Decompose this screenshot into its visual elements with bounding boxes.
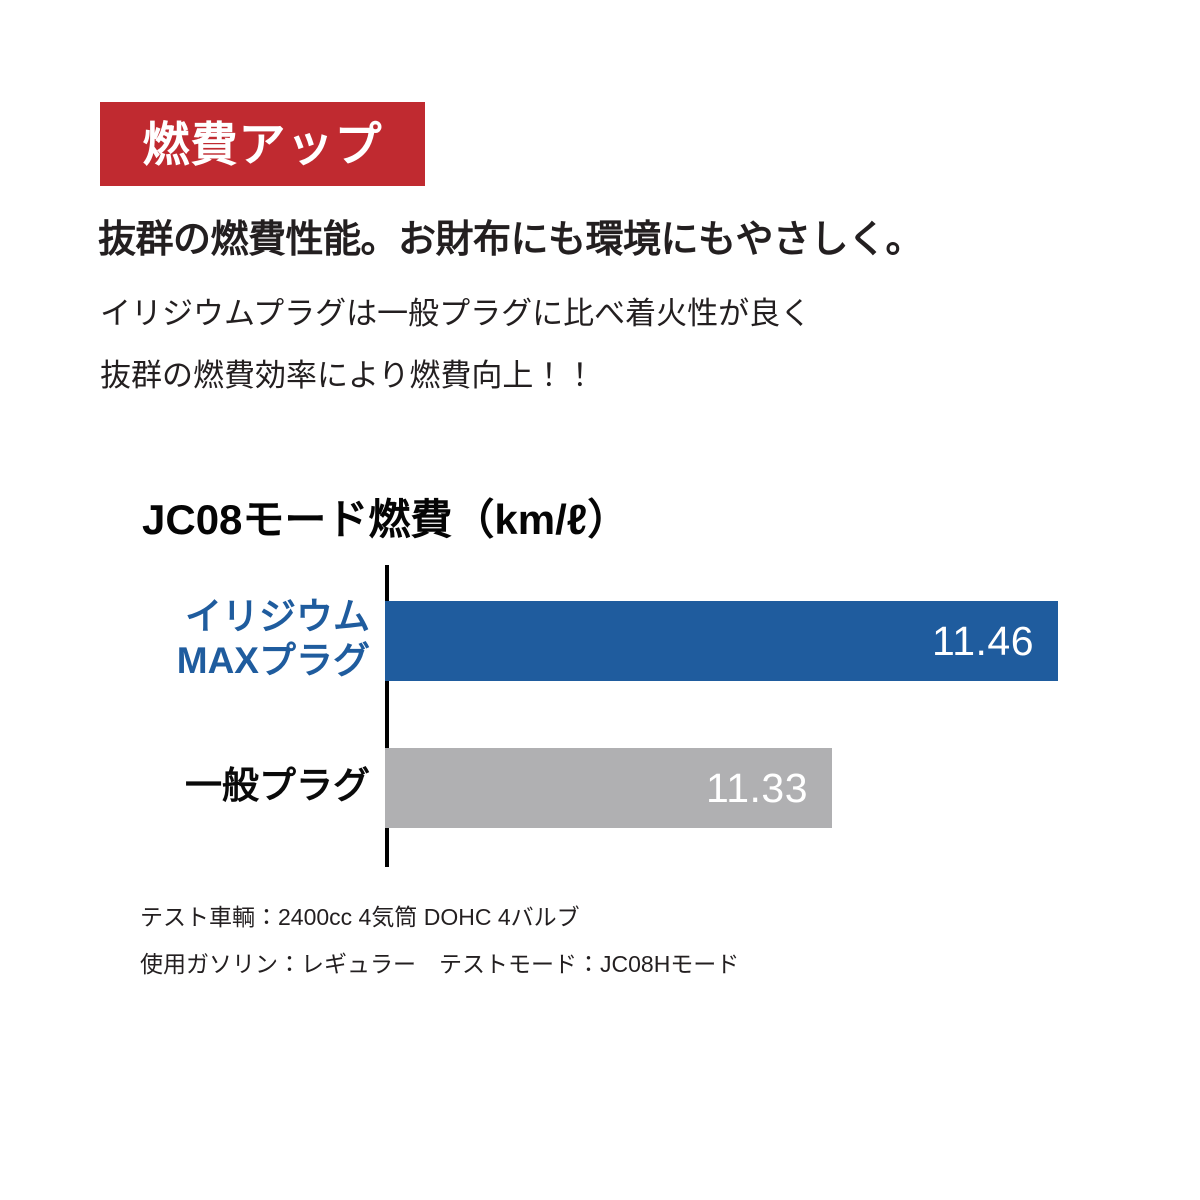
fuel-economy-banner: 燃費アップ — [100, 102, 425, 186]
chart-y-axis — [385, 565, 389, 867]
body-text-line-2: 抜群の燃費効率により燃費向上！！ — [100, 358, 596, 393]
chart-title: JC08モード燃費（km/ℓ） — [142, 496, 630, 543]
bar-category-label-normal-line1: 一般プラグ — [185, 765, 370, 806]
table-row: イリジウム MAXプラグ 11.46 — [120, 596, 1120, 681]
body-text-line-1: イリジウムプラグは一般プラグに比べ着火性が良く — [100, 296, 812, 331]
bar-category-label-iridium: イリジウム MAXプラグ — [120, 595, 370, 683]
footnote-test-conditions: 使用ガソリン：レギュラー テストモード：JC08Hモード — [140, 951, 740, 977]
banner-label: 燃費アップ — [142, 117, 383, 171]
bar-value-iridium: 11.46 — [931, 617, 1034, 664]
table-row: 一般プラグ 11.33 — [120, 748, 1120, 828]
bar-iridium: 11.46 — [385, 601, 1058, 681]
bar-category-label-iridium-line1: イリジウム — [185, 596, 370, 637]
bar-normal: 11.33 — [385, 748, 832, 828]
bar-category-label-iridium-line2: MAXプラグ — [176, 640, 370, 681]
bar-value-normal: 11.33 — [705, 764, 808, 811]
footnote-test-vehicle: テスト車輌：2400cc 4気筒 DOHC 4バルブ — [140, 904, 580, 930]
page-headline: 抜群の燃費性能。お財布にも環境にもやさしく。 — [98, 219, 924, 261]
bar-category-label-normal: 一般プラグ — [120, 764, 370, 808]
